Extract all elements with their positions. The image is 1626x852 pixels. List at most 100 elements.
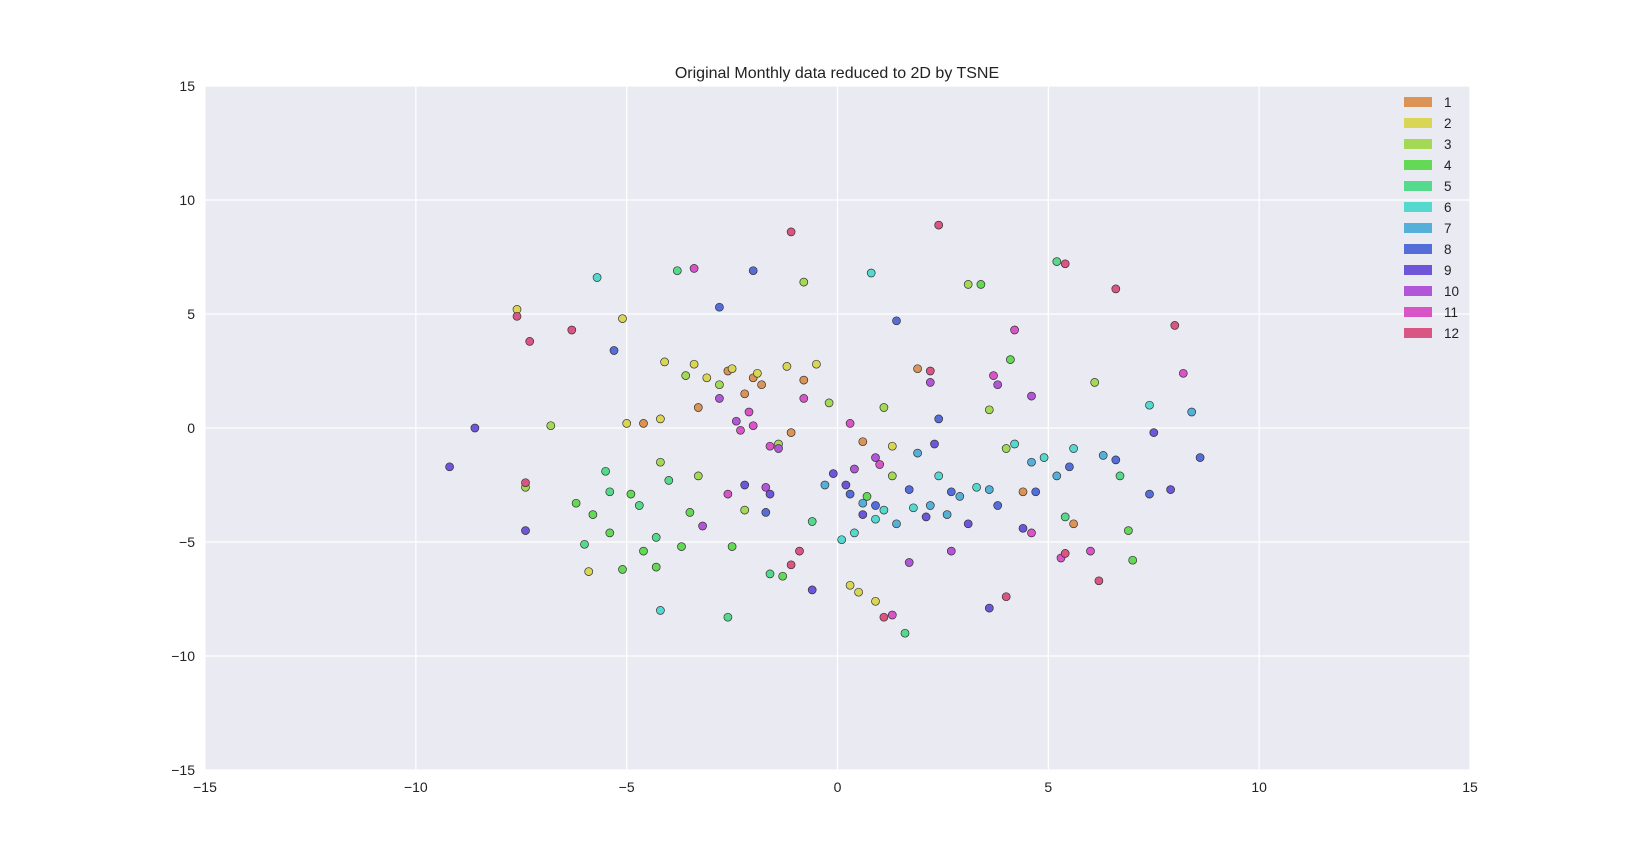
data-point-month-1 — [693, 403, 703, 412]
data-point-month-6 — [934, 471, 944, 481]
data-point-month-5 — [807, 517, 817, 526]
data-point-month-11 — [1027, 528, 1036, 538]
x-tick-label: −15 — [193, 779, 217, 795]
data-point-month-2 — [622, 419, 632, 428]
data-point-month-5 — [580, 539, 589, 549]
data-point-month-7 — [1052, 471, 1062, 481]
legend-swatch-5 — [1404, 181, 1432, 191]
data-point-month-9 — [930, 439, 939, 449]
legend-swatch-10 — [1404, 286, 1432, 296]
data-point-month-8 — [946, 487, 956, 497]
data-point-month-9 — [1149, 428, 1159, 437]
data-point-month-1 — [740, 389, 750, 399]
chart-title: Original Monthly data reduced to 2D by T… — [675, 65, 999, 82]
data-point-month-3 — [656, 457, 665, 467]
data-point-month-4 — [571, 498, 581, 508]
data-point-month-1 — [799, 375, 809, 385]
data-point-month-6 — [850, 528, 859, 538]
data-point-month-2 — [845, 580, 855, 590]
data-point-month-9 — [963, 519, 973, 529]
legend-swatch-4 — [1404, 160, 1432, 170]
data-point-month-2 — [871, 596, 880, 606]
data-point-month-10 — [925, 378, 935, 387]
data-point-month-12 — [879, 612, 889, 622]
data-point-month-2 — [782, 362, 792, 371]
data-point-month-11 — [799, 394, 809, 403]
data-point-month-10 — [698, 521, 707, 531]
data-point-month-3 — [887, 471, 897, 481]
legend-swatch-6 — [1404, 202, 1432, 212]
data-point-month-6 — [909, 503, 918, 513]
data-point-month-5 — [605, 487, 615, 497]
data-point-month-8 — [609, 346, 619, 355]
grid-lines — [204, 85, 1471, 771]
data-point-month-10 — [731, 416, 741, 426]
data-point-month-10 — [946, 546, 956, 556]
data-point-month-11 — [1010, 325, 1019, 335]
data-point-month-5 — [651, 533, 661, 542]
data-point-month-7 — [892, 519, 901, 529]
data-point-month-1 — [786, 428, 796, 437]
data-point-month-10 — [850, 464, 859, 474]
legend-label-9: 9 — [1444, 263, 1452, 278]
data-point-month-9 — [921, 512, 931, 522]
data-point-month-4 — [618, 565, 627, 574]
data-point-month-9 — [765, 489, 775, 499]
data-point-month-7 — [925, 501, 935, 510]
legend-label-5: 5 — [1444, 179, 1452, 194]
x-tick-label: 5 — [1044, 779, 1052, 795]
data-point-month-7 — [820, 480, 830, 490]
data-point-month-6 — [656, 606, 665, 615]
data-point-month-11 — [748, 421, 758, 431]
data-point-month-4 — [1124, 526, 1133, 535]
data-point-month-6 — [1069, 444, 1078, 453]
data-point-month-11 — [1178, 368, 1188, 378]
data-point-month-11 — [765, 441, 775, 451]
data-point-month-12 — [925, 366, 935, 376]
data-point-month-5 — [664, 476, 674, 485]
data-point-month-4 — [588, 510, 598, 519]
y-tick-label: 15 — [179, 78, 195, 94]
data-point-month-9 — [1018, 523, 1028, 533]
data-point-month-2 — [660, 357, 669, 367]
data-point-month-1 — [639, 419, 648, 428]
data-point-month-4 — [685, 508, 695, 517]
data-point-month-2 — [618, 314, 627, 323]
data-point-month-3 — [715, 380, 724, 390]
data-point-month-9 — [1166, 485, 1175, 494]
data-point-month-1 — [1069, 519, 1078, 529]
x-tick-label: 0 — [834, 779, 842, 795]
data-point-month-12 — [786, 227, 796, 237]
data-point-month-6 — [879, 505, 889, 515]
data-point-month-3 — [693, 471, 703, 481]
data-point-month-3 — [681, 371, 691, 380]
data-point-month-11 — [1086, 546, 1095, 556]
y-tick-label: 0 — [187, 420, 195, 436]
data-point-month-7 — [1187, 407, 1197, 417]
data-point-month-9 — [841, 480, 851, 490]
data-point-month-9 — [521, 526, 530, 535]
data-point-month-11 — [736, 425, 745, 435]
data-point-month-3 — [740, 505, 750, 515]
data-point-month-4 — [778, 571, 788, 581]
data-point-month-6 — [972, 482, 981, 492]
data-point-month-6 — [1010, 439, 1019, 449]
legend-swatch-11 — [1404, 307, 1432, 317]
data-point-month-3 — [824, 398, 834, 408]
data-point-month-11 — [875, 460, 885, 469]
data-point-month-12 — [795, 546, 804, 556]
data-point-month-10 — [993, 380, 1003, 390]
data-point-month-7 — [942, 510, 952, 519]
data-point-month-8 — [993, 501, 1003, 510]
data-point-month-6 — [592, 273, 602, 282]
data-point-month-5 — [900, 628, 910, 638]
data-point-month-10 — [1027, 391, 1036, 401]
data-point-month-10 — [904, 558, 914, 567]
data-point-month-1 — [1018, 487, 1028, 497]
data-point-month-8 — [761, 508, 771, 517]
data-point-month-10 — [715, 394, 724, 403]
legend-label-3: 3 — [1444, 137, 1452, 152]
legend-swatch-2 — [1404, 118, 1432, 128]
data-point-month-8 — [1065, 462, 1074, 472]
